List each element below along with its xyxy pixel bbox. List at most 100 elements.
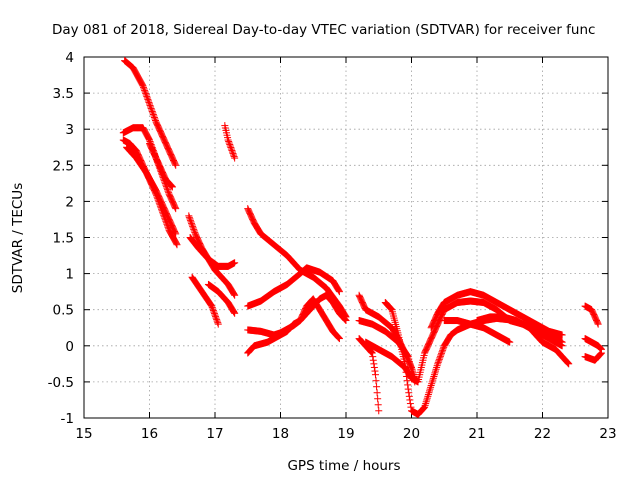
x-tick-label: 17	[206, 426, 223, 442]
data-point	[230, 151, 238, 159]
data-point	[212, 313, 220, 321]
data-point	[164, 187, 172, 195]
data-point	[143, 94, 151, 102]
data-point	[189, 222, 197, 230]
data-point	[144, 97, 152, 105]
data-point	[230, 308, 238, 316]
x-tick-label: 16	[141, 426, 158, 442]
data-point	[164, 186, 172, 194]
data-point	[139, 83, 147, 91]
data-point	[148, 107, 156, 115]
data-point	[149, 110, 157, 118]
data-point	[141, 88, 149, 96]
data-point	[225, 138, 233, 146]
data-point	[185, 213, 193, 221]
y-tick-label: 1.5	[53, 231, 74, 247]
x-tick-label: 23	[599, 426, 616, 442]
y-tick-label: 0.5	[53, 303, 74, 319]
data-point	[167, 181, 175, 189]
x-tick-label: 19	[337, 426, 354, 442]
x-tick-label: 18	[272, 426, 289, 442]
y-tick-label: 4	[65, 50, 74, 66]
data-point	[229, 150, 237, 158]
data-point	[186, 215, 194, 223]
data-point	[188, 221, 196, 229]
data-point	[150, 113, 158, 121]
y-tick-label: 3.5	[53, 86, 74, 102]
points-layer	[119, 57, 605, 418]
data-point	[167, 182, 175, 190]
data-point	[214, 319, 222, 327]
data-point	[209, 307, 217, 315]
data-point	[226, 141, 234, 149]
data-point	[334, 333, 342, 341]
data-point	[209, 305, 217, 313]
data-point	[189, 224, 197, 232]
data-point	[148, 106, 156, 114]
ticks-layer: 15 16 17 18 19 20 21 22 23 -1 -0.5 0 0.5 1 1.5 2 2.5 3 3.5…	[48, 50, 617, 442]
data-point	[171, 160, 179, 168]
data-point	[208, 304, 216, 312]
data-point	[335, 287, 343, 295]
y-tick-label: 2	[65, 194, 74, 210]
data-point	[150, 112, 158, 120]
data-point	[164, 223, 172, 231]
data-point	[132, 146, 140, 154]
data-point	[335, 334, 343, 342]
data-point	[224, 136, 232, 144]
data-point	[190, 227, 198, 235]
data-point	[207, 300, 215, 308]
chart-title: Day 081 of 2018, Sidereal Day-to-day VTE…	[52, 22, 595, 38]
data-point	[173, 241, 181, 249]
data-point	[142, 89, 150, 97]
data-point	[172, 230, 180, 238]
x-tick-label: 20	[403, 426, 420, 442]
data-point	[225, 139, 233, 147]
data-point	[172, 240, 180, 248]
data-point	[226, 142, 234, 150]
data-point	[145, 98, 153, 106]
data-point	[230, 289, 238, 297]
data-point	[211, 311, 219, 319]
data-point	[147, 103, 155, 111]
x-tick-label: 15	[75, 426, 92, 442]
data-point	[228, 148, 236, 156]
data-point	[230, 153, 238, 161]
data-point	[168, 183, 176, 191]
data-point	[231, 154, 239, 162]
data-point	[151, 115, 159, 123]
data-point	[142, 91, 150, 99]
data-point	[186, 216, 194, 224]
x-axis-label: GPS time / hours	[287, 458, 400, 474]
data-point	[231, 291, 239, 299]
data-point	[141, 86, 149, 94]
data-point	[341, 315, 349, 323]
y-tick-label: 1	[65, 267, 74, 283]
data-point	[335, 335, 343, 343]
data-point	[185, 212, 193, 220]
data-point	[210, 308, 218, 316]
y-tick-label: -0.5	[48, 375, 74, 391]
x-tick-label: 21	[468, 426, 485, 442]
data-point	[143, 92, 151, 100]
data-point	[147, 104, 155, 112]
data-point	[213, 317, 221, 325]
data-point	[149, 109, 157, 117]
data-point	[139, 82, 147, 90]
data-point	[227, 145, 235, 153]
data-point	[172, 205, 180, 213]
data-point	[187, 218, 195, 226]
data-point	[231, 309, 239, 317]
y-tick-label: 2.5	[53, 158, 74, 174]
data-point	[144, 95, 152, 103]
data-point	[163, 184, 171, 192]
data-point	[146, 100, 153, 108]
data-point	[188, 219, 196, 227]
data-point	[210, 310, 218, 318]
grid-layer	[84, 57, 608, 418]
x-tick-label: 22	[534, 426, 551, 442]
data-point	[227, 144, 235, 152]
data-point	[341, 316, 349, 324]
